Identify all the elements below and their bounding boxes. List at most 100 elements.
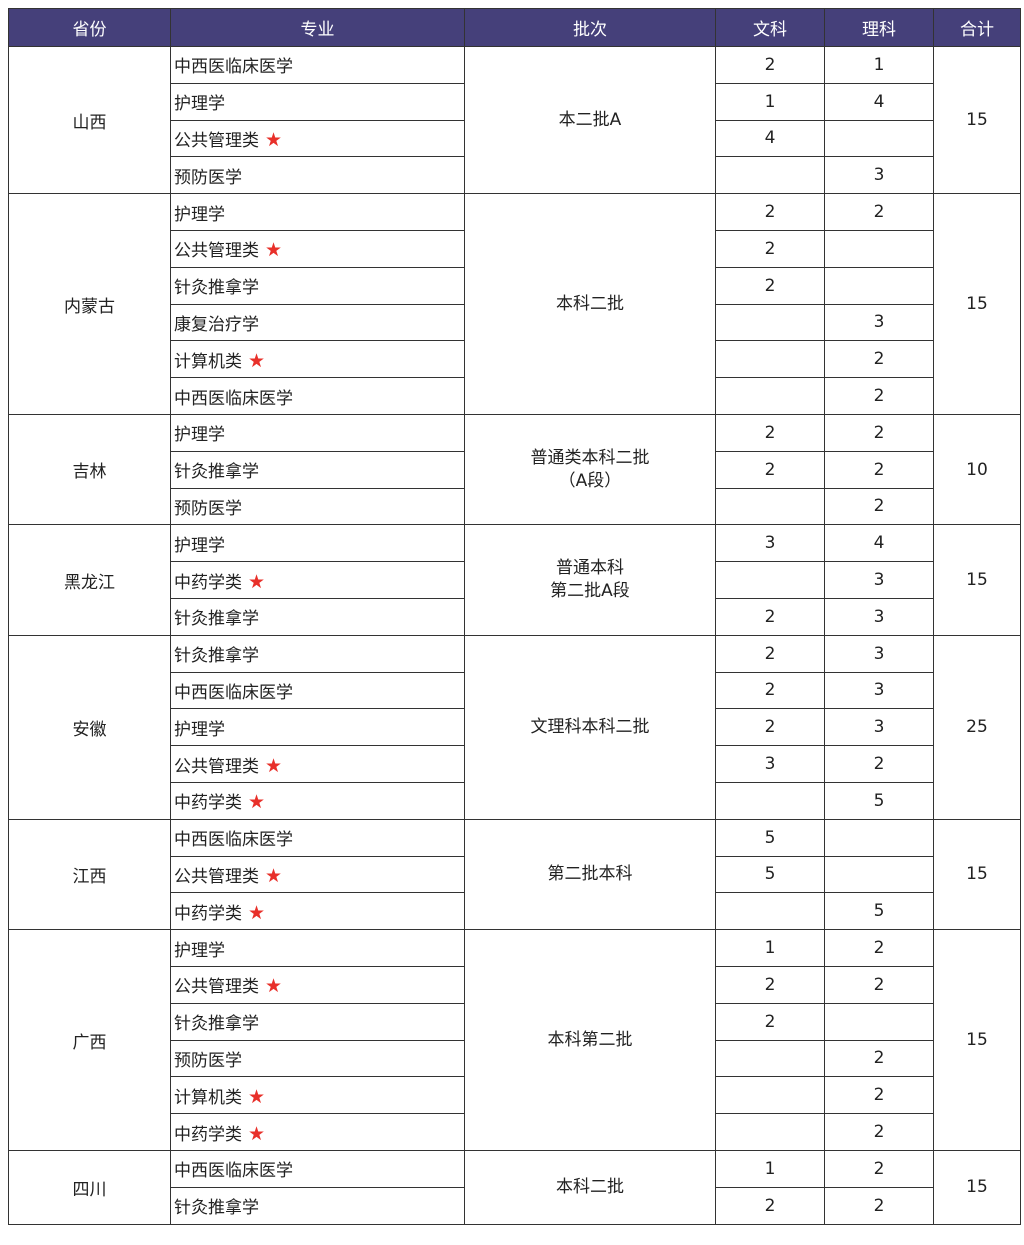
science-count-cell: 3 xyxy=(824,634,934,673)
arts-count-cell: 1 xyxy=(715,929,825,967)
major-cell: 针灸推拿学 xyxy=(170,266,465,305)
major-name: 公共管理类 xyxy=(174,241,259,262)
major-name: 针灸推拿学 xyxy=(174,462,259,483)
province-cell: 黑龙江 xyxy=(8,524,171,636)
table-row: 针灸推拿学 2 2 xyxy=(9,1186,1021,1225)
science-count-cell: 4 xyxy=(824,524,934,563)
table-row: 护理学 1 4 xyxy=(9,82,1021,121)
science-count-cell xyxy=(824,818,934,857)
major-name: 护理学 xyxy=(174,535,225,556)
batch-text: 普通类本科二批 （A段） xyxy=(530,447,650,491)
province-cell: 山西 xyxy=(8,45,171,195)
total-cell: 15 xyxy=(933,524,1021,636)
batch-cell: 本科第二批 xyxy=(464,929,716,1151)
major-cell: 护理学 xyxy=(170,524,465,563)
arts-count-cell: 2 xyxy=(715,634,825,673)
major-name: 中西医临床医学 xyxy=(174,830,293,851)
major-cell: 针灸推拿学 xyxy=(170,634,465,673)
header-major: 专业 xyxy=(170,8,465,47)
province-cell: 江西 xyxy=(8,818,171,931)
star-icon: ★ xyxy=(248,1085,266,1108)
table-row: 公共管理类 ★ 5 xyxy=(9,855,1021,894)
arts-count-cell: 2 xyxy=(715,965,825,1004)
major-cell: 中西医临床医学 xyxy=(170,671,465,710)
major-cell: 针灸推拿学 xyxy=(170,450,465,489)
table-row: 针灸推拿学 2 3 xyxy=(9,597,1021,636)
major-cell: 护理学 xyxy=(170,708,465,747)
arts-count-cell: 2 xyxy=(715,193,825,231)
arts-count-cell xyxy=(715,340,825,379)
major-name: 针灸推拿学 xyxy=(174,278,259,299)
major-cell: 针灸推拿学 xyxy=(170,1186,465,1225)
major-cell: 预防医学 xyxy=(170,1039,465,1078)
total-cell: 10 xyxy=(933,413,1021,526)
table-row: 山西 中西医临床医学 本二批A 2 1 15 xyxy=(8,45,1021,195)
major-name: 护理学 xyxy=(174,719,225,740)
table-row: 中药学类 ★ 5 xyxy=(9,781,1021,820)
major-name: 计算机类 xyxy=(174,351,242,372)
science-count-cell: 4 xyxy=(824,82,934,121)
table-row: 公共管理类 ★ 2 2 xyxy=(9,965,1021,1004)
major-cell: 计算机类 ★ xyxy=(170,340,465,379)
major-cell: 中西医临床医学 xyxy=(170,377,465,415)
major-cell: 公共管理类 ★ xyxy=(170,745,465,783)
table-row: 公共管理类 ★ 3 2 xyxy=(9,745,1021,783)
major-name: 中西医临床医学 xyxy=(174,57,293,78)
major-name: 中药学类 xyxy=(174,572,242,593)
major-cell: 护理学 xyxy=(170,413,465,452)
total-cell: 15 xyxy=(933,929,1021,1151)
table-row: 四川 中西医临床医学 本科二批 1 2 15 xyxy=(8,1149,1021,1225)
batch-cell: 第二批本科 xyxy=(464,818,716,931)
province-cell: 四川 xyxy=(8,1149,171,1225)
batch-text: 本科二批 xyxy=(556,293,624,314)
major-cell: 公共管理类 ★ xyxy=(170,229,465,268)
arts-count-cell xyxy=(715,781,825,820)
major-name: 护理学 xyxy=(174,94,225,115)
batch-text: 本科第二批 xyxy=(547,1029,633,1050)
province-cell: 吉林 xyxy=(8,413,171,526)
major-name: 护理学 xyxy=(174,204,225,225)
batch-text: 普通本科 第二批A段 xyxy=(550,558,630,602)
science-count-cell: 2 xyxy=(824,745,934,783)
total-cell: 15 xyxy=(933,818,1021,931)
arts-count-cell xyxy=(715,1076,825,1115)
science-count-cell: 2 xyxy=(824,340,934,379)
star-icon: ★ xyxy=(248,570,266,593)
table-row: 公共管理类 ★ 2 xyxy=(9,229,1021,268)
batch-cell: 本二批A xyxy=(464,45,716,195)
major-cell: 护理学 xyxy=(170,193,465,231)
arts-count-cell: 5 xyxy=(715,818,825,857)
province-cell: 内蒙古 xyxy=(8,193,171,415)
arts-count-cell xyxy=(715,1113,825,1151)
arts-count-cell: 2 xyxy=(715,708,825,747)
major-name: 中西医临床医学 xyxy=(174,1161,293,1182)
major-name: 公共管理类 xyxy=(174,977,259,998)
star-icon: ★ xyxy=(248,349,266,372)
arts-count-cell xyxy=(715,156,825,195)
science-count-cell xyxy=(824,229,934,268)
table-row: 内蒙古 护理学 本科二批 2 2 15 xyxy=(8,193,1021,415)
major-cell: 中西医临床医学 xyxy=(170,46,465,84)
major-name: 公共管理类 xyxy=(174,866,259,887)
major-name: 预防医学 xyxy=(174,167,242,188)
star-icon: ★ xyxy=(265,239,283,262)
science-count-cell: 5 xyxy=(824,892,934,931)
table-row: 计算机类 ★ 2 xyxy=(9,340,1021,379)
major-cell: 计算机类 ★ xyxy=(170,1076,465,1115)
science-count-cell: 2 xyxy=(824,487,934,526)
arts-count-cell xyxy=(715,1039,825,1078)
major-name: 针灸推拿学 xyxy=(174,1014,259,1035)
science-count-cell: 2 xyxy=(824,450,934,489)
major-cell: 中药学类 ★ xyxy=(170,892,465,931)
table-row: 中药学类 ★ 5 xyxy=(9,892,1021,931)
major-name: 中西医临床医学 xyxy=(174,388,293,409)
arts-count-cell: 5 xyxy=(715,855,825,894)
star-icon: ★ xyxy=(265,128,283,151)
arts-count-cell: 2 xyxy=(715,46,825,84)
arts-count-cell: 2 xyxy=(715,597,825,636)
major-name: 针灸推拿学 xyxy=(174,1198,259,1219)
batch-text: 本二批A xyxy=(558,109,622,130)
arts-count-cell: 2 xyxy=(715,413,825,452)
province-cell: 广西 xyxy=(8,929,171,1151)
arts-count-cell xyxy=(715,377,825,415)
